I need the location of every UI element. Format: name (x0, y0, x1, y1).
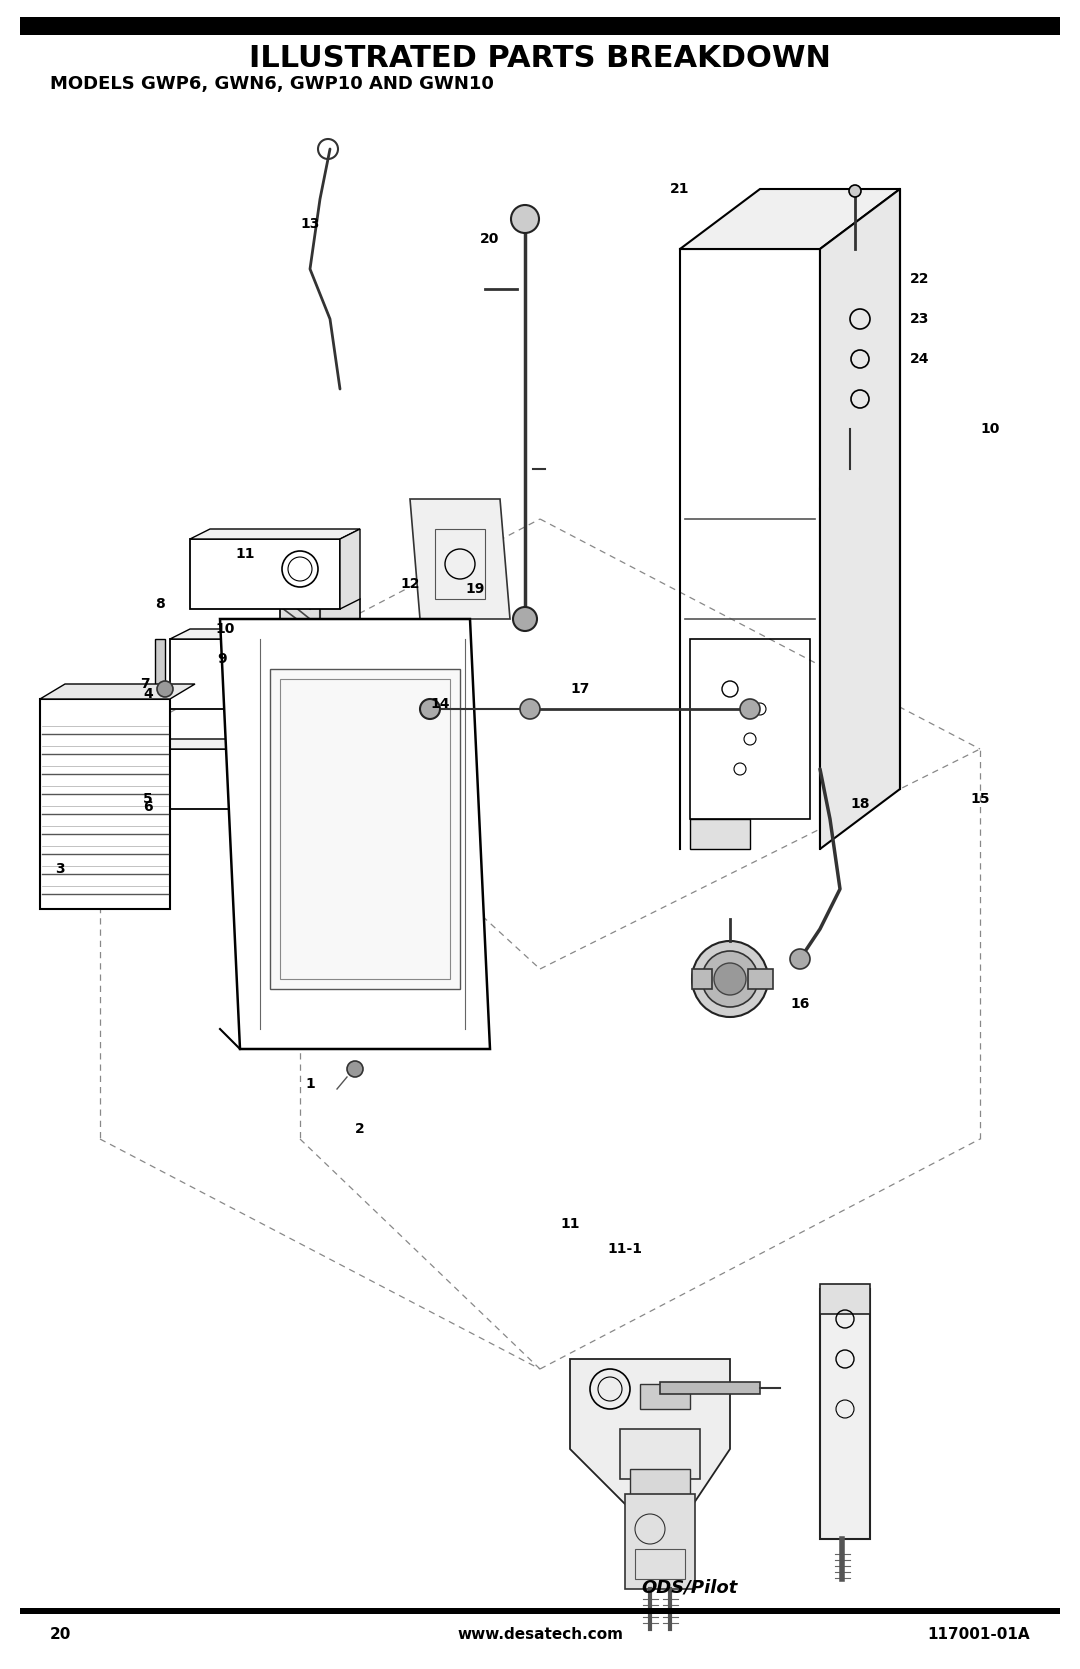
Text: 1: 1 (306, 1077, 315, 1092)
Text: 11: 11 (561, 1217, 580, 1232)
Polygon shape (220, 619, 490, 1050)
Bar (270, 669, 460, 990)
Polygon shape (410, 499, 510, 619)
Text: 9: 9 (217, 653, 227, 666)
Polygon shape (40, 699, 170, 910)
Text: 14: 14 (430, 698, 449, 711)
Text: 11: 11 (235, 547, 255, 561)
Bar (748, 970, 773, 990)
Polygon shape (570, 1359, 730, 1509)
Polygon shape (190, 529, 360, 539)
Bar (280, 679, 450, 980)
Polygon shape (680, 189, 900, 249)
Polygon shape (320, 629, 340, 709)
Text: 24: 24 (910, 352, 930, 366)
Text: 17: 17 (570, 683, 590, 696)
Bar (625, 1494, 696, 1589)
Bar (21, 17, 1059, 35)
Text: www.desatech.com: www.desatech.com (457, 1627, 623, 1642)
Bar (21, 1607, 1059, 1614)
Text: 4: 4 (144, 688, 153, 701)
Bar (156, 639, 165, 699)
Polygon shape (40, 684, 195, 699)
Polygon shape (820, 189, 900, 850)
Text: 6: 6 (144, 799, 152, 814)
Text: 16: 16 (791, 996, 810, 1011)
Text: 7: 7 (140, 678, 150, 691)
Bar (630, 1469, 690, 1499)
Text: MODELS GWP6, GWN6, GWP10 AND GWN10: MODELS GWP6, GWN6, GWP10 AND GWN10 (50, 75, 494, 93)
Bar (435, 529, 485, 599)
Polygon shape (690, 819, 750, 850)
Polygon shape (190, 539, 340, 609)
Text: 22: 22 (910, 272, 930, 285)
Circle shape (740, 699, 760, 719)
Polygon shape (280, 579, 360, 659)
Text: ODS/Pilot: ODS/Pilot (642, 1577, 739, 1596)
Circle shape (519, 699, 540, 719)
Text: 117001-01A: 117001-01A (928, 1627, 1030, 1642)
Text: 13: 13 (300, 217, 320, 230)
Polygon shape (300, 739, 320, 809)
Text: 3: 3 (55, 861, 65, 876)
Text: 10: 10 (215, 623, 234, 636)
Bar (820, 1288, 870, 1539)
Polygon shape (170, 629, 340, 639)
Text: 10: 10 (981, 422, 1000, 436)
Text: 11-1: 11-1 (607, 1242, 643, 1257)
Text: ILLUSTRATED PARTS BREAKDOWN: ILLUSTRATED PARTS BREAKDOWN (249, 45, 831, 73)
Circle shape (789, 950, 810, 970)
Bar (690, 639, 810, 819)
Text: 21: 21 (671, 182, 690, 195)
Circle shape (511, 205, 539, 234)
Text: 20: 20 (481, 232, 500, 245)
Circle shape (692, 941, 768, 1016)
Text: 18: 18 (850, 798, 869, 811)
Text: 15: 15 (970, 793, 989, 806)
Text: 2: 2 (355, 1122, 365, 1137)
Circle shape (513, 608, 537, 631)
Circle shape (702, 951, 758, 1006)
Text: 19: 19 (465, 582, 485, 596)
Bar (156, 739, 165, 799)
Bar (620, 1429, 700, 1479)
Text: 5: 5 (144, 793, 153, 806)
Text: 20: 20 (50, 1627, 71, 1642)
Bar (660, 1382, 760, 1394)
Polygon shape (150, 739, 320, 749)
Polygon shape (170, 639, 320, 709)
Circle shape (714, 963, 746, 995)
Text: 12: 12 (401, 577, 420, 591)
Circle shape (420, 699, 440, 719)
Circle shape (157, 681, 173, 698)
Circle shape (347, 1061, 363, 1077)
Bar (820, 1283, 870, 1314)
Polygon shape (150, 749, 300, 809)
Bar (692, 970, 712, 990)
Polygon shape (340, 529, 360, 609)
Circle shape (849, 185, 861, 197)
Text: 8: 8 (156, 598, 165, 611)
Text: 23: 23 (910, 312, 930, 325)
Bar (640, 1384, 690, 1409)
Bar (635, 1549, 685, 1579)
